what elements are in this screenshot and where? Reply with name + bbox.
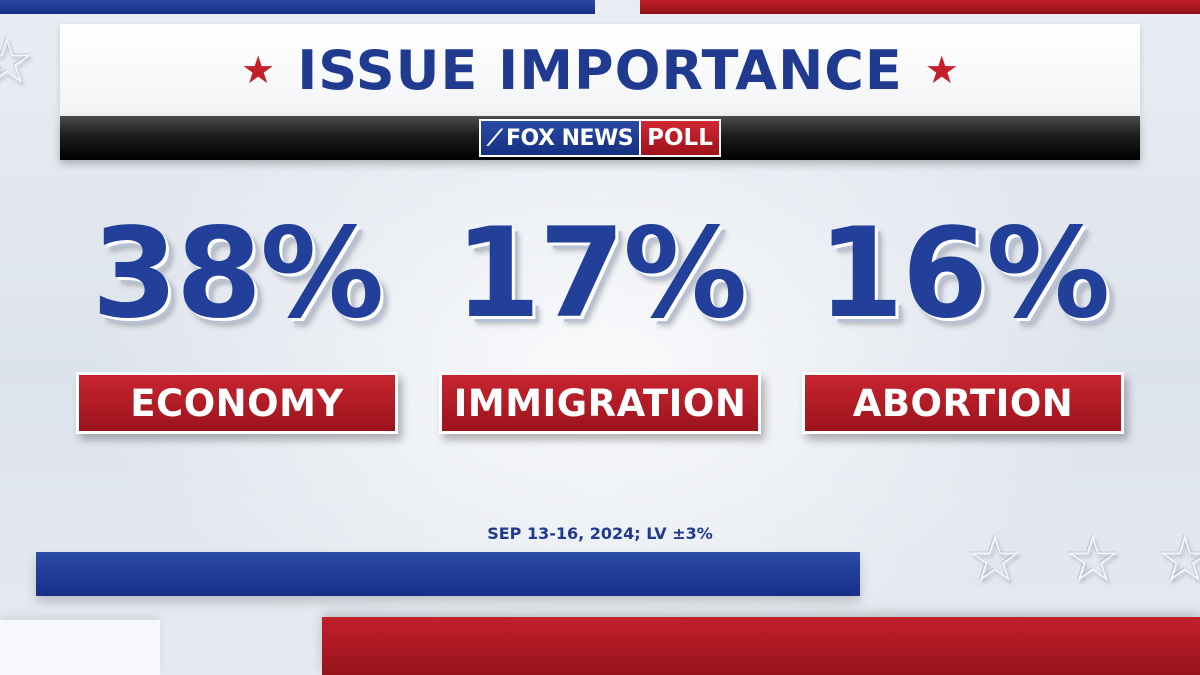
stat-value: 16% (817, 202, 1111, 346)
stat-economy: 38% (57, 212, 417, 336)
stat-value: 17% (454, 202, 748, 346)
fox-mark-icon: ⟋ (487, 125, 503, 151)
stat-label-abortion: ABORTION (802, 372, 1124, 434)
bottom-white-stripe (0, 620, 160, 675)
stat-immigration: 17% (420, 212, 780, 336)
stat-label-economy: ECONOMY (76, 372, 398, 434)
title-banner: ★ ISSUE IMPORTANCE ★ (60, 24, 1140, 116)
logo-brand-text: FOX NEWS (506, 125, 634, 151)
decorative-star-icon: ☆ (0, 25, 36, 99)
brand-bar: ⟋ FOX NEWS POLL (60, 116, 1140, 160)
star-icon: ★ (924, 48, 959, 92)
decorative-star-icon: ☆ (1156, 523, 1200, 597)
decorative-star-icon: ☆ (1064, 523, 1122, 597)
stat-value: 38% (91, 202, 385, 346)
poll-footnote: SEP 13-16, 2024; LV ±3% (487, 524, 713, 543)
bottom-blue-stripe (36, 552, 860, 596)
fox-news-poll-logo: ⟋ FOX NEWS POLL (479, 119, 721, 157)
page-title: ISSUE IMPORTANCE (297, 38, 903, 102)
top-blue-stripe (0, 0, 595, 14)
star-icon: ★ (241, 48, 276, 92)
logo-brand: ⟋ FOX NEWS (481, 121, 640, 155)
decorative-star-icon: ☆ (966, 523, 1024, 597)
stat-abortion: 16% (783, 212, 1143, 336)
stat-label-immigration: IMMIGRATION (439, 372, 761, 434)
top-red-stripe (640, 0, 1200, 14)
logo-poll-tag: POLL (639, 121, 719, 155)
bottom-red-stripe (322, 617, 1200, 675)
